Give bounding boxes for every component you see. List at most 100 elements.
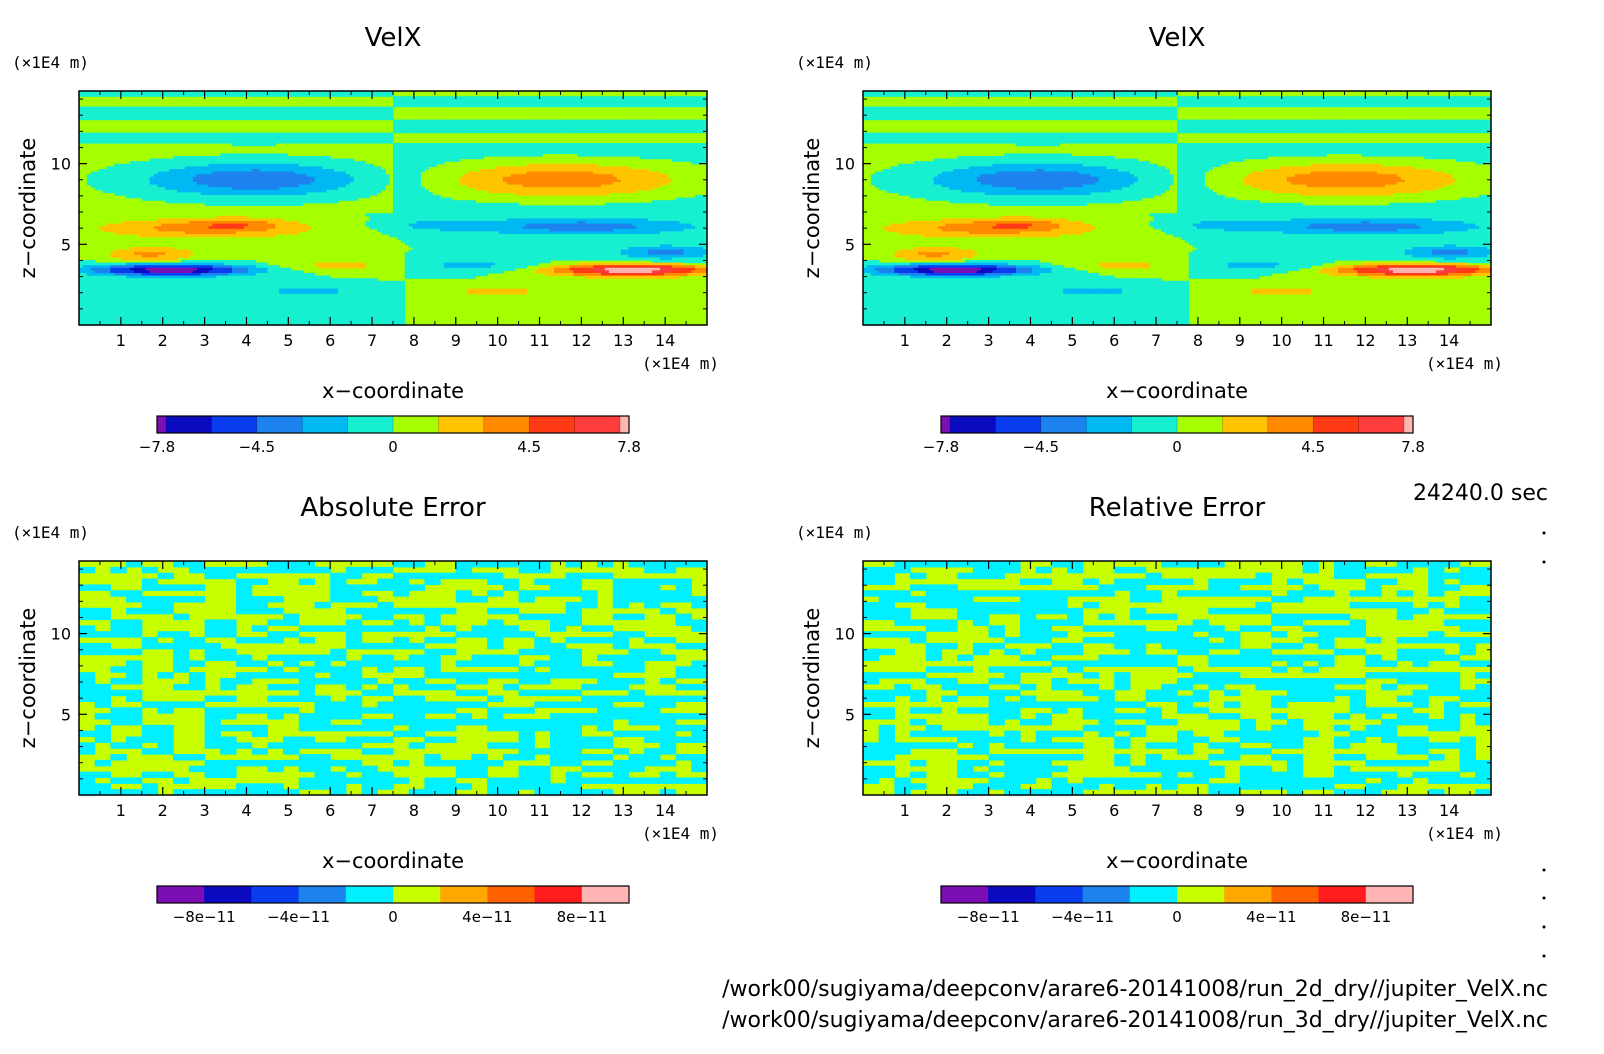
file-path-2d: /work00/sugiyama/deepconv/arare6-2014100… — [722, 977, 1548, 1002]
heatmap-field — [79, 561, 708, 796]
x-tick-label: 12 — [1355, 331, 1375, 350]
x-tick-label: 4 — [241, 331, 251, 350]
y-tick-label: 10 — [51, 625, 71, 644]
x-tick-label: 5 — [283, 801, 293, 820]
x-tick-label: 9 — [451, 801, 461, 820]
y-axis-label: z−coordinate — [16, 608, 40, 749]
x-tick-label: 9 — [1235, 331, 1245, 350]
y-axis-label: z−coordinate — [16, 138, 40, 279]
x-tick-label: 8 — [409, 331, 419, 350]
colorbar-tick-label: −4e−11 — [1051, 908, 1114, 926]
chart-panel-3: Absolute Error(×1E4 m)1 2 3 4 5 6 7 8 9 10 11 12 13 1… — [12, 493, 719, 926]
colorbar-tick-label: 4.5 — [1301, 438, 1325, 456]
colorbar-tick-label: −4e−11 — [267, 908, 330, 926]
x-tick-label: 10 — [1271, 331, 1291, 350]
y-tick-label: 5 — [845, 235, 855, 254]
colorbar-tick-label: 4e−11 — [462, 908, 512, 926]
x-tick-label: 5 — [283, 331, 293, 350]
y-unit-label: (×1E4 m) — [796, 53, 873, 72]
x-tick-label: 14 — [1439, 801, 1459, 820]
x-tick-label: 11 — [529, 331, 549, 350]
colorbar-tick-label: 0 — [388, 908, 398, 926]
x-tick-label: 2 — [942, 801, 952, 820]
x-tick-label: 1 — [116, 801, 126, 820]
x-tick-label: 7 — [367, 331, 377, 350]
colorbar: −7.8 −4.5 0 4.5 7.8 — [139, 416, 641, 456]
x-tick-label: 12 — [571, 331, 591, 350]
colorbar-tick-label: 0 — [388, 438, 398, 456]
x-tick-label: 6 — [1109, 801, 1119, 820]
x-tick-label: 10 — [1271, 801, 1291, 820]
y-tick-label: 10 — [835, 625, 855, 644]
x-tick-label: 14 — [655, 331, 675, 350]
colorbar-tick-label: −4.5 — [239, 438, 275, 456]
x-tick-label: 4 — [241, 801, 251, 820]
chart-title: Absolute Error — [300, 493, 486, 523]
colorbar-tick-label: −7.8 — [139, 438, 175, 456]
x-tick-label: 13 — [613, 331, 633, 350]
y-axis-label: z−coordinate — [800, 138, 824, 279]
x-tick-label: 5 — [1067, 801, 1077, 820]
x-tick-label: 11 — [1313, 801, 1333, 820]
x-tick-label: 4 — [1025, 801, 1035, 820]
x-tick-label: 10 — [487, 331, 507, 350]
x-tick-label: 1 — [900, 331, 910, 350]
x-tick-label: 3 — [200, 331, 210, 350]
colorbar-tick-label: −4.5 — [1023, 438, 1059, 456]
colorbar-tick-label: 8e−11 — [557, 908, 607, 926]
x-tick-label: 10 — [487, 801, 507, 820]
x-tick-label: 7 — [1151, 801, 1161, 820]
colorbar-tick-label: 7.8 — [1401, 438, 1425, 456]
x-tick-label: 2 — [158, 331, 168, 350]
chart-panel-2: VelX(×1E4 m)1 2 3 4 5 6 7 8 9 10 11 12 13 14510(×1E4 … — [796, 23, 1503, 456]
heatmap-field — [863, 91, 1492, 326]
x-tick-label: 11 — [529, 801, 549, 820]
x-tick-label: 1 — [116, 331, 126, 350]
y-tick-label: 10 — [51, 155, 71, 174]
chart-panel-4: Relative Error(×1E4 m)1 2 3 4 5 6 7 8 9 10 11 12 13 1… — [796, 493, 1503, 926]
x-tick-label: 3 — [984, 331, 994, 350]
figure-canvas: VelX(×1E4 m)1 2 3 4 5 6 7 8 9 10 11 12 13 14510(×1E4 … — [0, 0, 1604, 1054]
time-label: 24240.0 sec — [1413, 481, 1548, 506]
chart-panel-1: VelX(×1E4 m)1 2 3 4 5 6 7 8 9 10 11 12 13 14510(×1E4 … — [12, 23, 719, 456]
colorbar: −7.8 −4.5 0 4.5 7.8 — [923, 416, 1425, 456]
x-tick-label: 3 — [200, 801, 210, 820]
x-tick-label: 12 — [571, 801, 591, 820]
x-tick-label: 8 — [1193, 331, 1203, 350]
x-axis-label: x−coordinate — [322, 849, 464, 873]
x-tick-label: 8 — [409, 801, 419, 820]
x-tick-label: 2 — [158, 801, 168, 820]
x-tick-label: 9 — [451, 331, 461, 350]
panels-group: VelX(×1E4 m)1 2 3 4 5 6 7 8 9 10 11 12 13 14510(×1E4 … — [12, 23, 1503, 926]
x-tick-label: 13 — [1397, 331, 1417, 350]
chart-title: VelX — [1149, 23, 1206, 53]
colorbar-tick-label: 4e−11 — [1246, 908, 1296, 926]
heatmap-field — [79, 91, 708, 326]
y-unit-label: (×1E4 m) — [12, 53, 89, 72]
colorbar-tick-label: 4.5 — [517, 438, 541, 456]
x-unit-label: (×1E4 m) — [1426, 824, 1503, 843]
x-tick-label: 7 — [367, 801, 377, 820]
colorbar: −8e−11 −4e−11 0 4e−11 8e−11 — [941, 886, 1414, 926]
colorbar-tick-label: −8e−11 — [173, 908, 236, 926]
colorbar-tick-label: 8e−11 — [1341, 908, 1391, 926]
x-tick-label: 4 — [1025, 331, 1035, 350]
x-unit-label: (×1E4 m) — [642, 824, 719, 843]
y-tick-label: 5 — [845, 705, 855, 724]
chart-title: Relative Error — [1089, 493, 1266, 523]
x-tick-label: 12 — [1355, 801, 1375, 820]
colorbar: −8e−11 −4e−11 0 4e−11 8e−11 — [157, 886, 630, 926]
x-tick-label: 9 — [1235, 801, 1245, 820]
x-tick-label: 1 — [900, 801, 910, 820]
x-axis-label: x−coordinate — [322, 379, 464, 403]
x-tick-label: 6 — [325, 331, 335, 350]
x-tick-label: 8 — [1193, 801, 1203, 820]
margin-dots — [1543, 532, 1546, 958]
colorbar-tick-label: 7.8 — [617, 438, 641, 456]
x-tick-label: 13 — [1397, 801, 1417, 820]
y-unit-label: (×1E4 m) — [12, 523, 89, 542]
colorbar-tick-label: 0 — [1172, 438, 1182, 456]
y-unit-label: (×1E4 m) — [796, 523, 873, 542]
x-tick-label: 11 — [1313, 331, 1333, 350]
y-tick-label: 5 — [61, 705, 71, 724]
